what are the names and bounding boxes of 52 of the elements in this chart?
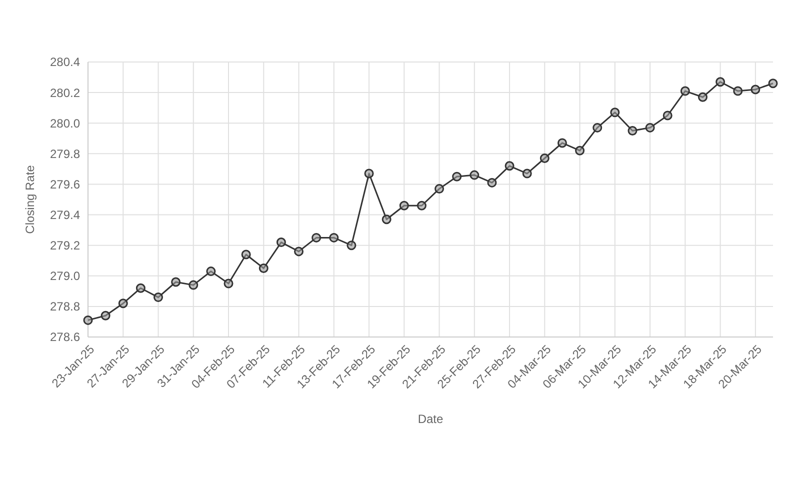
point [241, 250, 251, 260]
y-axis-title: Closing Rate [23, 164, 37, 234]
point [416, 200, 426, 210]
point [100, 310, 110, 320]
point [294, 246, 304, 256]
point [276, 238, 286, 248]
y-tick-label: 279.8 [50, 146, 80, 161]
x-axis-title: Date [418, 412, 444, 426]
y-tick-label: 279.0 [50, 269, 80, 284]
y-tick-label: 278.8 [50, 300, 80, 314]
point [628, 126, 638, 136]
point [750, 84, 760, 94]
point [258, 264, 268, 273]
y-tick-label: 278.6 [50, 330, 80, 344]
point [592, 122, 602, 132]
point [329, 232, 339, 242]
point [83, 315, 93, 325]
point [557, 138, 567, 148]
point [575, 146, 585, 156]
point [768, 78, 778, 88]
point [312, 232, 322, 242]
point [136, 283, 146, 293]
point [382, 214, 392, 224]
point [540, 154, 550, 163]
point [346, 240, 356, 250]
point [118, 298, 128, 308]
point [206, 266, 216, 276]
point [610, 108, 620, 118]
point [680, 86, 690, 96]
point [470, 170, 480, 180]
point [733, 86, 743, 96]
point [522, 168, 532, 178]
point [434, 184, 444, 194]
point [698, 92, 708, 102]
y-tick-label: 280.0 [50, 116, 80, 130]
point [645, 122, 655, 132]
point [504, 161, 514, 171]
y-tick-label: 279.4 [50, 208, 80, 222]
point [364, 168, 374, 178]
point [171, 277, 181, 287]
point [662, 110, 672, 120]
y-tick-label: 279.6 [50, 177, 80, 192]
point [399, 200, 409, 210]
y-tick-label: 279.2 [50, 238, 80, 253]
y-tick-label: 280.4 [50, 55, 80, 70]
point [224, 278, 234, 288]
point [188, 280, 198, 290]
point [154, 292, 164, 302]
y-tick-label: 280.2 [50, 86, 80, 100]
point [487, 178, 497, 188]
point [452, 172, 462, 182]
point [716, 77, 726, 87]
